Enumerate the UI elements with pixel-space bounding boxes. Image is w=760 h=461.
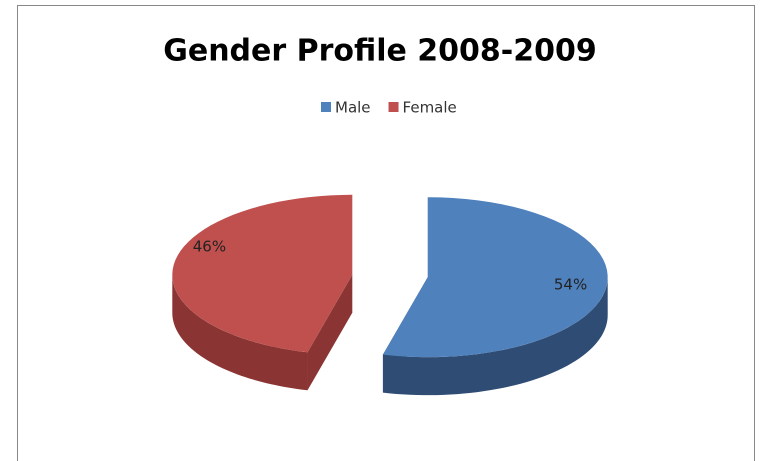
slice [172, 194, 353, 353]
legend-label: Male [335, 99, 371, 117]
slice-cut-face [307, 274, 353, 391]
legend-swatch [388, 102, 399, 112]
slice [382, 197, 608, 358]
legend-label: Female [403, 99, 457, 117]
slice-side [172, 274, 308, 391]
slice-side [382, 277, 608, 396]
data-label: 54% [554, 276, 587, 294]
legend-swatch [321, 102, 331, 112]
chart-title: Gender Profile 2008-2009 [163, 34, 597, 69]
data-label: 46% [193, 237, 226, 255]
